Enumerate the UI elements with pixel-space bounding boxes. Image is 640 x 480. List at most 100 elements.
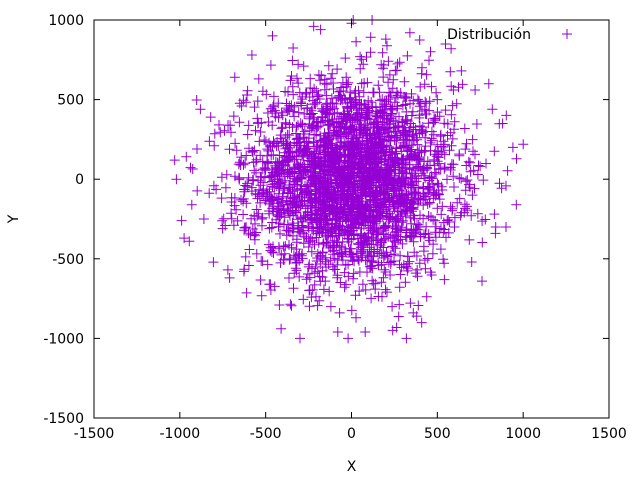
scatter-point [366, 225, 376, 236]
scatter-point [355, 164, 366, 175]
scatter-point [384, 172, 395, 183]
scatter-point [259, 135, 270, 145]
scatter-point [268, 247, 279, 258]
scatter-point [257, 256, 268, 267]
scatter-point [511, 153, 522, 164]
scatter-point [464, 182, 475, 193]
scatter-point [290, 177, 301, 187]
scatter-point [379, 96, 390, 106]
scatter-point [362, 77, 373, 88]
scatter-point [307, 235, 318, 246]
scatter-point [297, 149, 308, 160]
scatter-point [240, 251, 251, 262]
scatter-point [304, 301, 315, 312]
scatter-point [372, 121, 383, 132]
scatter-point [242, 85, 253, 96]
scatter-point [191, 95, 202, 105]
scatter-point [265, 242, 276, 253]
scatter-point [410, 268, 421, 279]
scatter-point [247, 147, 258, 158]
scatter-point [438, 136, 449, 147]
scatter-point [478, 175, 489, 186]
scatter-point [376, 277, 387, 288]
scatter-point [365, 47, 376, 58]
scatter-point [321, 237, 332, 248]
scatter-point [392, 153, 403, 164]
scatter-point [386, 105, 397, 115]
scatter-point [424, 55, 434, 66]
scatter-point [255, 275, 266, 285]
scatter-point [420, 263, 431, 274]
scatter-point [446, 140, 457, 151]
scatter-point [335, 277, 346, 288]
scatter-point [330, 214, 341, 225]
scatter-point [230, 138, 241, 149]
scatter-point [463, 156, 474, 167]
scatter-point [315, 168, 326, 179]
scatter-point [339, 201, 350, 212]
scatter-point [226, 213, 237, 224]
scatter-point [329, 235, 340, 246]
scatter-point [208, 257, 219, 268]
scatter-point [394, 162, 405, 173]
scatter-point [432, 94, 443, 105]
scatter-point [217, 223, 228, 234]
scatter-point [248, 157, 259, 168]
scatter-point [333, 195, 344, 206]
scatter-point [333, 220, 344, 231]
scatter-point [459, 123, 470, 134]
scatter-point [364, 130, 375, 141]
scatter-point [468, 165, 479, 176]
scatter-point [294, 226, 304, 237]
scatter-point [393, 185, 404, 196]
scatter-point [352, 144, 363, 155]
scatter-point [395, 269, 406, 280]
scatter-point [321, 189, 332, 200]
scatter-point [323, 191, 334, 202]
scatter-point [325, 255, 336, 266]
scatter-point [247, 186, 257, 197]
scatter-point [432, 107, 443, 118]
scatter-point [413, 161, 424, 172]
scatter-point [392, 103, 402, 114]
scatter-point [264, 223, 275, 234]
scatter-point [231, 145, 242, 156]
scatter-point [247, 146, 258, 157]
scatter-point [467, 134, 478, 145]
scatter-point [292, 174, 303, 185]
scatter-point [428, 117, 439, 128]
scatter-point [288, 283, 299, 294]
scatter-point [276, 323, 287, 334]
scatter-point [283, 104, 294, 115]
scatter-point [414, 258, 425, 269]
scatter-point [332, 259, 343, 270]
scatter-point [336, 180, 347, 191]
scatter-point [327, 242, 338, 253]
scatter-point [271, 141, 282, 152]
scatter-point [273, 193, 284, 204]
scatter-point [464, 179, 474, 190]
scatter-point [372, 171, 382, 182]
scatter-point [354, 175, 365, 186]
scatter-point [392, 121, 403, 132]
legend: Distribución [447, 27, 572, 43]
scatter-point [350, 85, 361, 96]
scatter-point [285, 151, 296, 162]
scatter-point [319, 203, 330, 214]
scatter-point [402, 142, 412, 153]
scatter-point [291, 244, 302, 255]
scatter-point [449, 124, 459, 135]
scatter-point [392, 58, 403, 69]
scatter-point [483, 78, 494, 89]
scatter-point [415, 231, 426, 242]
scatter-point [396, 176, 407, 187]
scatter-point [444, 145, 455, 156]
scatter-point [408, 180, 419, 191]
scatter-point [473, 160, 484, 171]
scatter-point [298, 294, 309, 305]
scatter-point [306, 208, 317, 218]
scatter-point [240, 158, 251, 169]
scatter-point [346, 194, 357, 205]
scatter-point [341, 210, 352, 221]
scatter-point [496, 183, 507, 194]
